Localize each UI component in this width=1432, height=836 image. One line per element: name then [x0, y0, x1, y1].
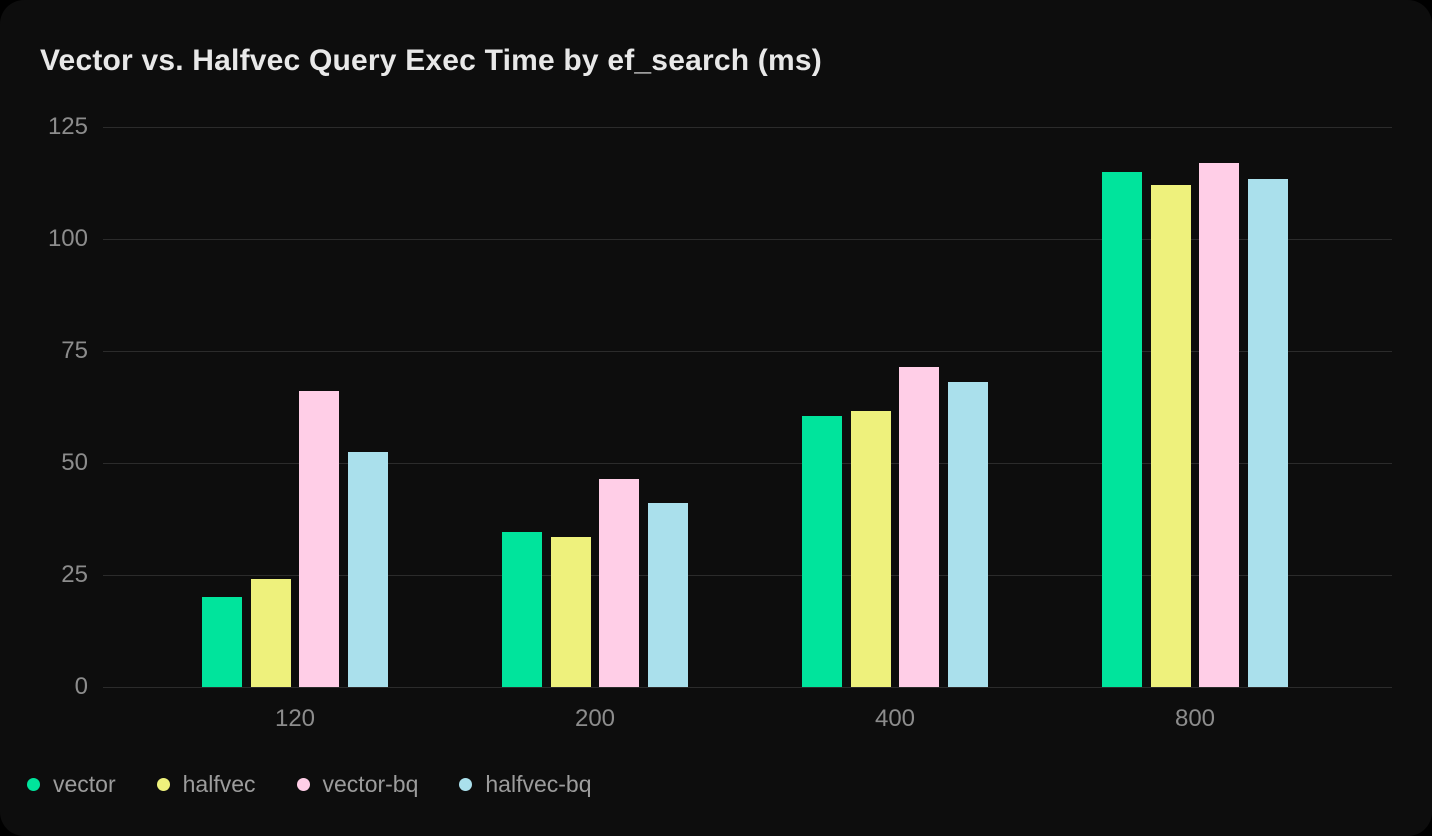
legend-label-halfvec: halfvec [182, 771, 256, 797]
legend-item-vector-bq[interactable]: vector-bq [296, 770, 419, 798]
x-axis-label-400: 400 [874, 705, 916, 732]
bar-halfvec-800 [1150, 185, 1191, 687]
gridline-50 [103, 463, 1392, 464]
legend-item-vector[interactable]: vector [27, 770, 116, 798]
y-tick-label-50: 50 [61, 449, 88, 476]
legend-item-halfvec-bq[interactable]: halfvec-bq [459, 770, 592, 798]
gridline-100 [103, 239, 1392, 240]
gridline-0 [103, 687, 1392, 688]
bar-halfvec-120 [250, 579, 291, 687]
bar-halfvec-bq-400 [947, 382, 988, 687]
y-tick-label-25: 25 [61, 561, 88, 588]
bar-halfvec-bq-800 [1247, 178, 1288, 687]
legend: vector halfvec vector-bq halfvec-bq [27, 770, 592, 798]
y-tick-label-125: 125 [47, 113, 88, 140]
gridline-75 [103, 351, 1392, 352]
bar-halfvec-bq-200 [647, 503, 688, 687]
bar-vector-bq-800 [1199, 162, 1240, 687]
bar-vector-200 [502, 532, 543, 687]
legend-item-halfvec[interactable]: halfvec [156, 770, 256, 798]
bar-vector-bq-120 [299, 391, 340, 687]
legend-dot-vector-icon [27, 777, 40, 791]
y-tick-label-75: 75 [61, 337, 88, 364]
legend-label-vector: vector [53, 771, 116, 797]
legend-label-vector-bq: vector-bq [322, 771, 419, 797]
y-tick-label-100: 100 [47, 225, 88, 252]
legend-label-halfvec-bq: halfvec-bq [485, 771, 592, 797]
x-axis-label-120: 120 [274, 705, 316, 732]
bar-vector-800 [1102, 171, 1143, 687]
legend-dot-halfvec-icon [156, 777, 170, 791]
x-axis-label-200: 200 [574, 705, 616, 732]
bar-halfvec-bq-120 [347, 451, 388, 687]
gridline-125 [103, 127, 1392, 128]
bar-vector-bq-200 [599, 478, 640, 687]
y-tick-label-0: 0 [74, 673, 88, 700]
chart-title: Vector vs. Halfvec Query Exec Time by ef… [40, 44, 822, 77]
legend-dot-halfvec-bq-icon [459, 777, 473, 791]
bar-halfvec-200 [550, 536, 591, 687]
legend-dot-vector-bq-icon [296, 777, 310, 791]
bar-vector-bq-400 [899, 366, 940, 687]
bar-halfvec-400 [850, 411, 891, 687]
bar-vector-120 [202, 597, 243, 687]
x-axis-label-800: 800 [1174, 705, 1216, 732]
bar-vector-400 [802, 415, 843, 687]
gridline-25 [103, 575, 1392, 576]
